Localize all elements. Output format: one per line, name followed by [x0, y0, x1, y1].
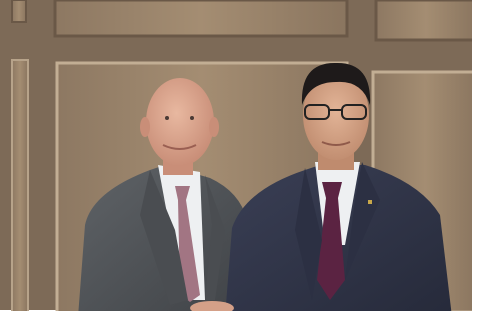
eye — [165, 116, 169, 120]
page — [0, 0, 483, 317]
wood-panel — [12, 60, 28, 312]
border — [472, 0, 483, 317]
wood-panel — [12, 0, 26, 22]
ear — [140, 117, 150, 137]
border — [0, 311, 483, 317]
photo — [0, 0, 483, 317]
wood-panel — [55, 0, 347, 36]
wood-panel — [376, 0, 476, 40]
head — [146, 78, 214, 166]
lapel-pin — [368, 200, 372, 204]
eye — [190, 116, 194, 120]
ear — [209, 117, 219, 137]
